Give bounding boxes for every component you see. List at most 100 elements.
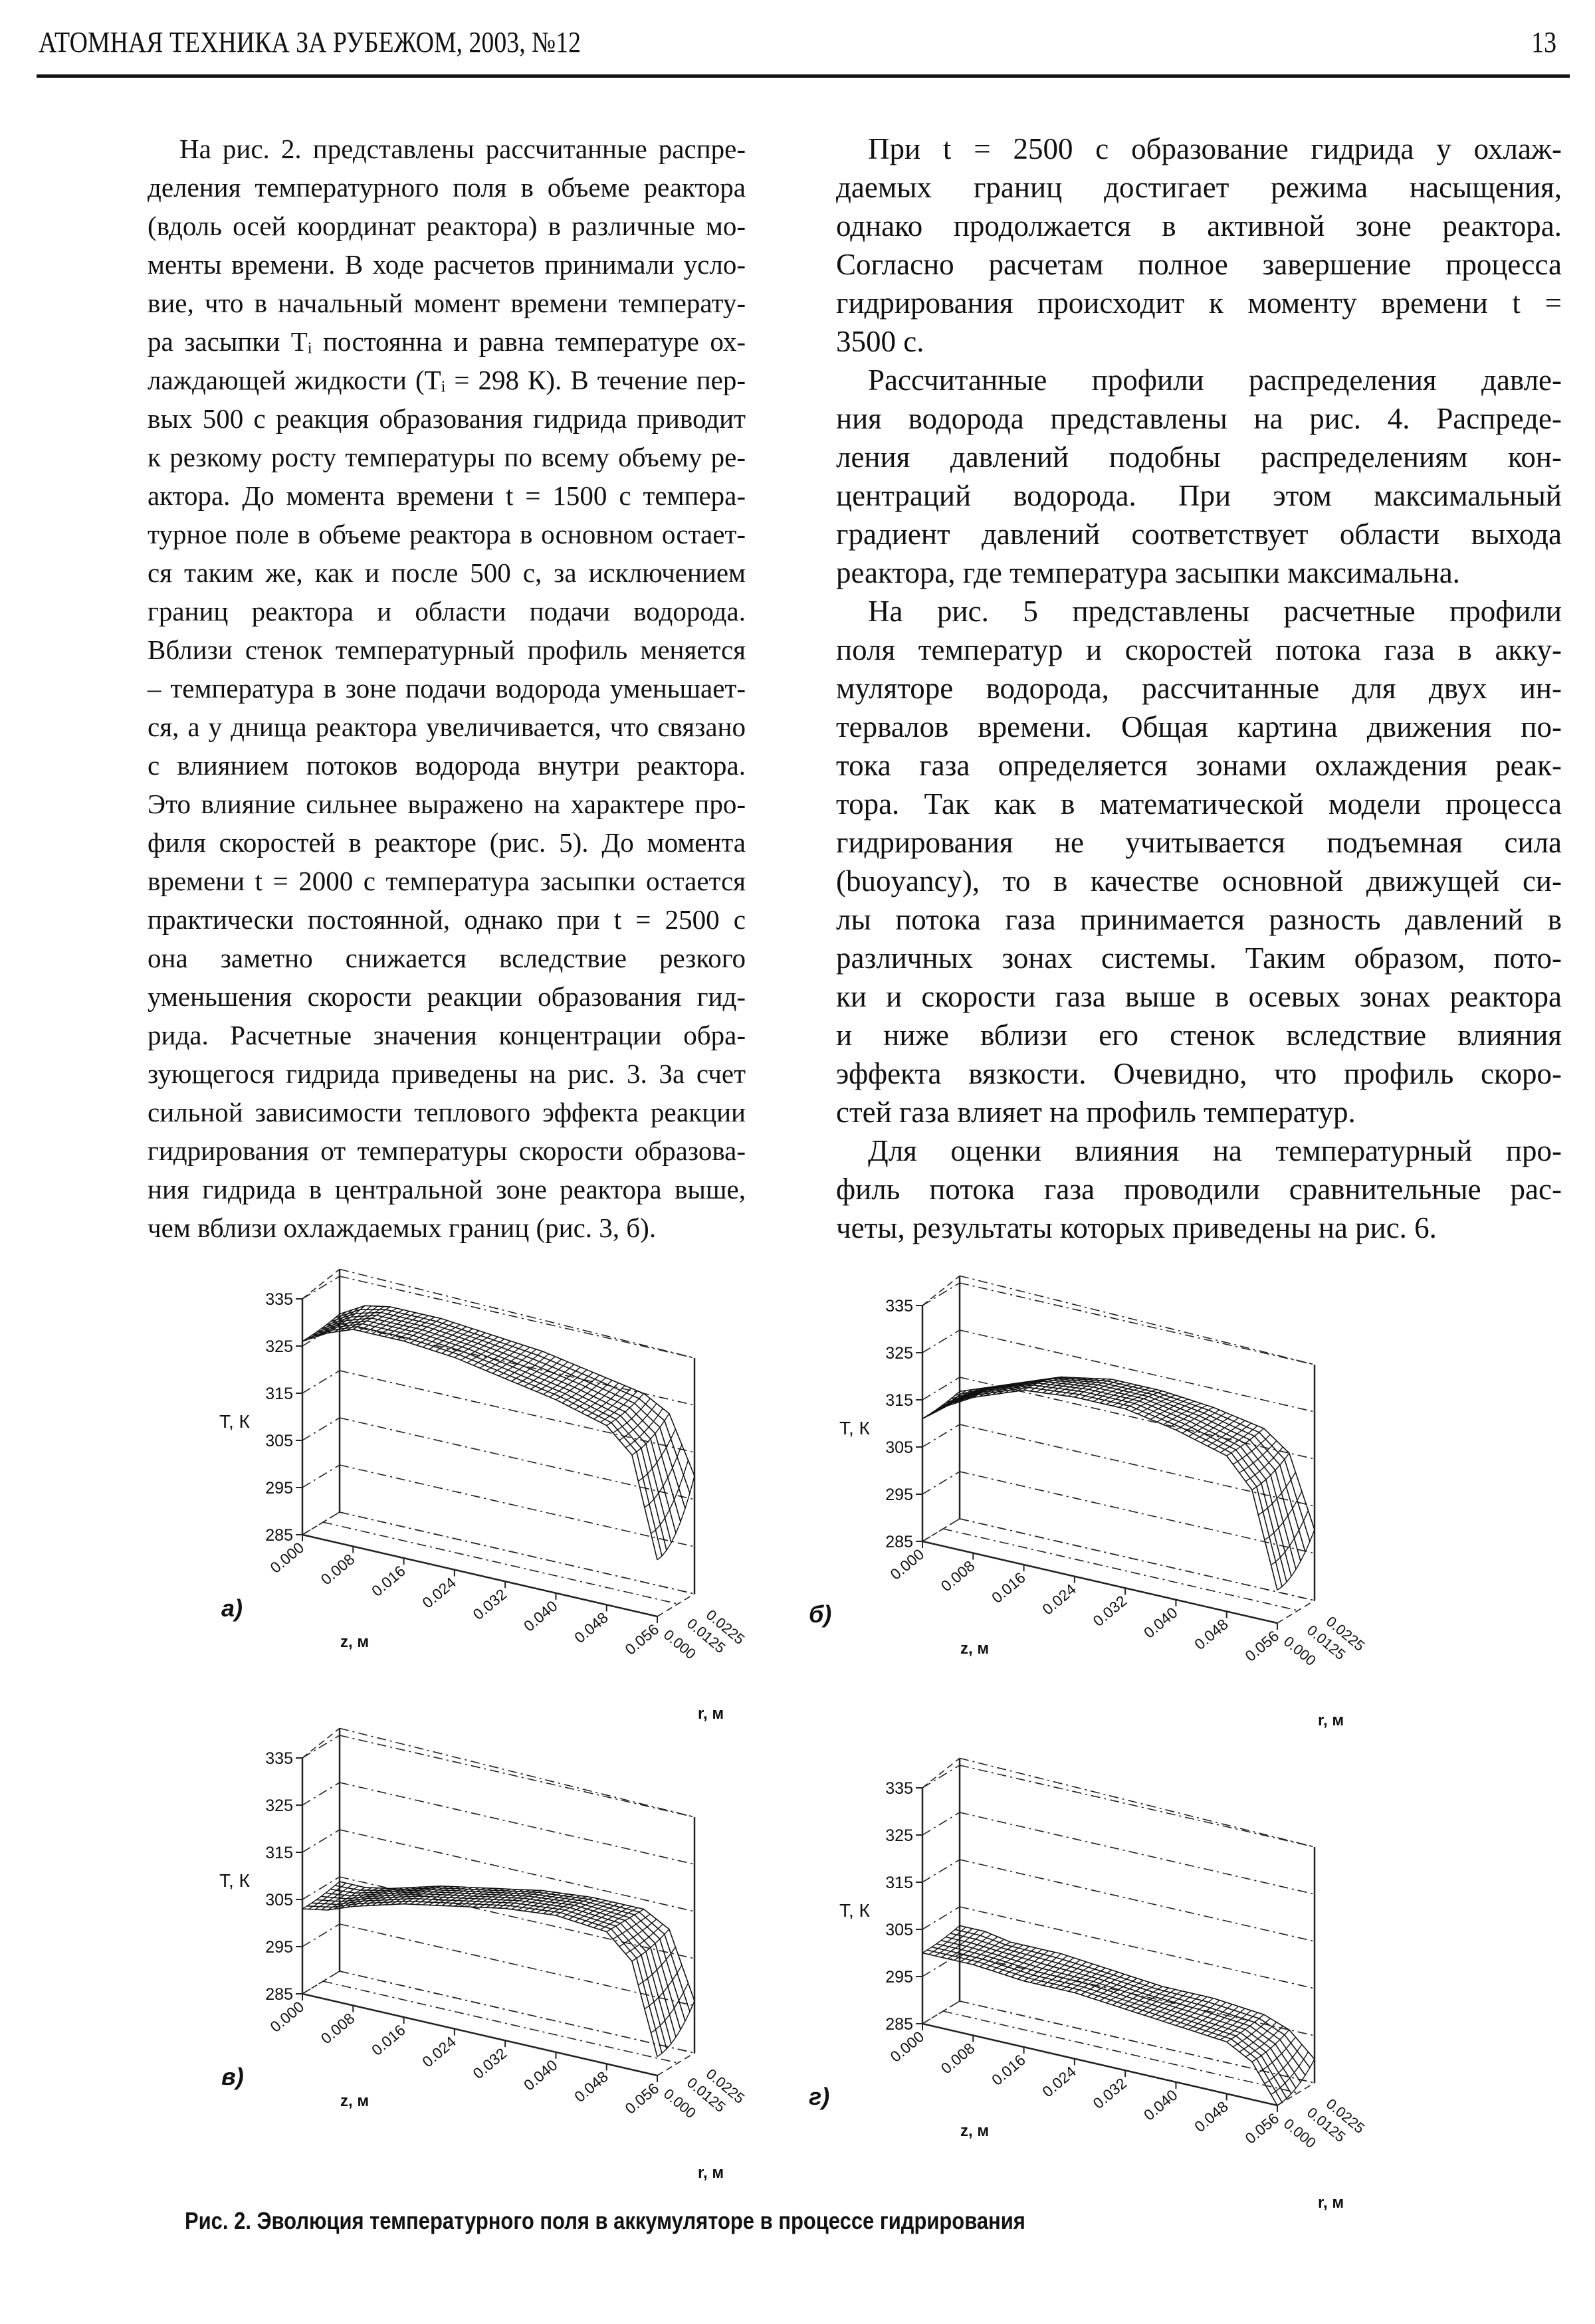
text-line: На рис. 5 представлены расчетные профили	[868, 595, 1562, 628]
surface-mesh-line-r	[327, 1305, 366, 1333]
surface-mesh-line-r	[1029, 1377, 1068, 1392]
surface-mesh-line-r	[314, 1884, 353, 1910]
text-line: деления температурного поля в объеме реа…	[148, 172, 746, 203]
surface-mesh-line-r	[524, 1359, 562, 1387]
surface-mesh-line-r	[1194, 1414, 1233, 1440]
surface-mesh-line-z	[922, 1952, 1278, 2106]
text-line: ния водорода представлены на рис. 4. Рас…	[836, 402, 1562, 435]
T-tick-label: 305	[885, 1438, 913, 1457]
floor-gridline	[322, 1981, 679, 2064]
T-tick-label: 285	[265, 1526, 293, 1545]
text-line: 3500 с.	[836, 325, 924, 358]
surface-mesh-line-r	[928, 1927, 966, 1955]
surface-mesh-line-r	[1118, 1984, 1156, 2008]
surface-mesh-line-r	[556, 1897, 593, 1916]
z-tick-label: 0.032	[1090, 1592, 1130, 1630]
surface-mesh-line-r	[454, 1888, 492, 1907]
text-line: реактора, где температура засыпки максим…	[836, 556, 1460, 589]
T-tick-label: 285	[265, 1985, 293, 2004]
r-axis-label: r, м	[698, 2164, 724, 2182]
surface-mesh-line-r	[1226, 2014, 1265, 2042]
text-line: с влиянием потоков водорода внутри реакт…	[148, 750, 746, 781]
surface-mesh-line-r	[1118, 1389, 1156, 1408]
surface-mesh-line-r	[1156, 1993, 1195, 2020]
text-line: четы, результаты которых приведены на ри…	[836, 1211, 1437, 1244]
surface-mesh-line-r	[397, 1316, 435, 1340]
T-tick-label: 325	[265, 1796, 293, 1815]
T-tick-label: 325	[265, 1337, 293, 1356]
left-wall-gridline	[302, 1735, 340, 1759]
surface-mesh-line-z	[922, 1389, 1278, 1591]
text-line: Это влияние сильнее выражено на характер…	[148, 789, 746, 819]
back-wall-gridline	[959, 1765, 1315, 1848]
back-wall-gridline	[339, 1417, 695, 1500]
T-axis-label: T, К	[839, 1900, 871, 1921]
surface-mesh-line-r	[1131, 1393, 1169, 1412]
surface-mesh-line-r	[403, 1317, 441, 1342]
surface-mesh-line-r	[1004, 1379, 1043, 1394]
surface-mesh-line-r	[1011, 1950, 1049, 1978]
back-wall-gridline	[339, 1276, 695, 1359]
surface-mesh-line-r	[1099, 1978, 1138, 2002]
z-axis	[302, 1992, 658, 2077]
floor-gridline	[942, 2010, 1299, 2093]
surface-mesh-line-r	[998, 1947, 1036, 1973]
text-line: актора. До момента времени t = 1500 с те…	[148, 480, 746, 511]
surface-mesh-line-r	[960, 1385, 998, 1403]
surface-mesh-line-r	[651, 1983, 689, 2034]
z-tick-label: 0.024	[1039, 2062, 1079, 2100]
z-tick-label: 0.024	[419, 1573, 459, 1611]
surface-mesh-line-r	[574, 1380, 613, 1410]
panel-label: а)	[221, 1595, 243, 1622]
surface-mesh-line-r	[1214, 2010, 1252, 2038]
left-wall-gridline	[922, 1765, 960, 1789]
surface-mesh-line-r	[631, 1413, 670, 1456]
surface-mesh-line-r	[1201, 1417, 1239, 1444]
surface-mesh-line-r	[1087, 1381, 1125, 1401]
surface-mesh-line-r	[334, 1306, 372, 1333]
surface-mesh-line-r	[998, 1380, 1036, 1395]
back-wall-gridline	[339, 1735, 695, 1818]
surface-mesh-line-r	[314, 1309, 353, 1338]
surface-mesh-line-r	[972, 1383, 1011, 1398]
surface-mesh-line-r	[1150, 1992, 1188, 2018]
surface-mesh-line-r	[562, 1898, 600, 1918]
T-tick-label: 315	[265, 1385, 293, 1403]
surface-mesh-line-r	[1036, 1957, 1075, 1985]
surface-mesh-line-r	[1258, 1472, 1296, 1515]
surface-mesh-line-r	[422, 1324, 461, 1348]
surface-mesh-line-r	[1023, 1376, 1061, 1391]
z-tick-label: 0.056	[1241, 2109, 1282, 2147]
surface-mesh-line-r	[321, 1886, 359, 1911]
surface-mesh-line-r	[543, 1895, 581, 1914]
surface-mesh-line-r	[1112, 1387, 1150, 1406]
surface-mesh-line-r	[619, 1403, 657, 1441]
back-wall-gridline	[339, 1782, 695, 1865]
z-tick-label: 0.048	[571, 1608, 611, 1646]
panel-label: г)	[809, 2083, 829, 2110]
T-tick-label: 315	[265, 1844, 293, 1862]
surface-mesh-line-r	[972, 1941, 1011, 1965]
surface-mesh-line-r	[986, 1382, 1023, 1397]
surface-mesh-line-r	[625, 1408, 663, 1448]
surface-mesh-line-z	[954, 1377, 1311, 1542]
surface-mesh-line-r	[461, 1336, 498, 1361]
text-line: ся таким же, как и после 500 с, за исклю…	[148, 557, 746, 588]
surface-mesh-line-r	[1023, 1953, 1062, 1982]
surface-mesh-line-r	[359, 1307, 397, 1331]
surface-mesh-line-z	[339, 1305, 695, 1476]
T-tick-label: 305	[265, 1891, 293, 1909]
surface-mesh-line-r	[479, 1889, 518, 1908]
z-axis-label: z, м	[340, 1633, 369, 1651]
z-tick-label: 0.016	[368, 2021, 409, 2059]
T-tick-label: 295	[885, 1486, 913, 1504]
surface-mesh-line-z	[926, 1949, 1283, 2103]
text-line: и ниже вблизи его стенок вследствие влия…	[836, 1018, 1562, 1052]
surface-mesh-line-r	[1049, 1377, 1087, 1395]
text-line: эффекта вязкости. Очевидно, что профиль …	[836, 1057, 1562, 1090]
text-line: лаждающей жидкости (Tᵢ = 298 К). В течен…	[148, 365, 746, 395]
surface-mesh-line-r	[409, 1320, 448, 1344]
text-line: гидрирования не учитывается подъемная си…	[836, 826, 1562, 859]
